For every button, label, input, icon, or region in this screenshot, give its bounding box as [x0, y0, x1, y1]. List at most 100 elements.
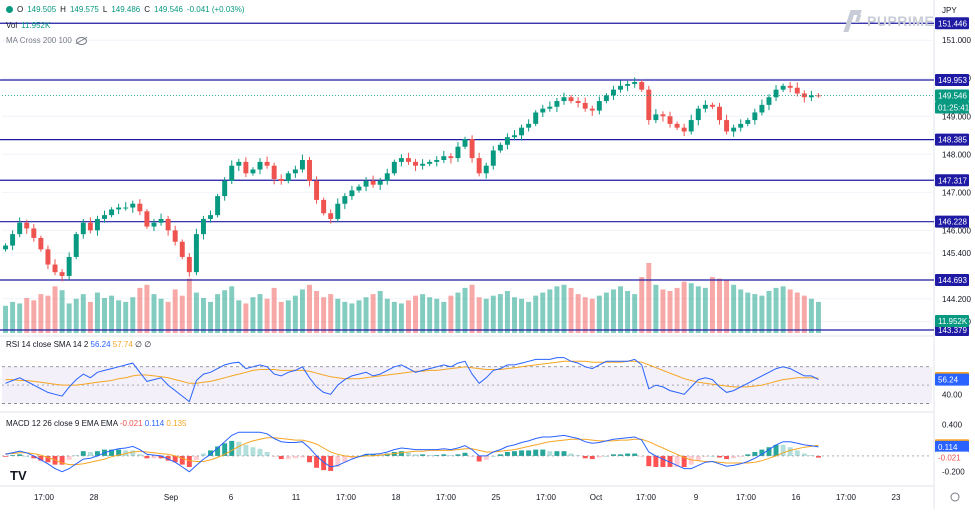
candle-body [547, 106, 553, 109]
candle-body [731, 127, 737, 132]
macd-histogram-bar [10, 455, 16, 456]
macd-histogram-bar [695, 455, 701, 461]
candles-layer[interactable] [2, 77, 934, 282]
ma-cross-label: MA Cross 200 100 [6, 36, 72, 45]
axes-layer[interactable]: 151.000150.000149.000148.000147.000146.0… [6, 17, 971, 502]
candle-body [639, 82, 645, 90]
macd-histogram-bar [151, 455, 157, 459]
candle-body [519, 127, 525, 136]
volume-bar [731, 284, 737, 333]
macd-histogram-bar [413, 454, 419, 456]
candle-body [243, 161, 249, 174]
macd-histogram-bar [547, 451, 553, 456]
volume-bar [709, 277, 715, 333]
volume-bar [504, 291, 510, 333]
time-tick-label: 6 [229, 493, 234, 502]
countdown-tag-bg [935, 101, 969, 114]
macd-histogram-bar [745, 454, 751, 456]
volume-bar [321, 297, 327, 333]
volume-bar [278, 301, 284, 333]
volume-bar [780, 286, 786, 333]
volume-bar [752, 294, 758, 333]
macd-histogram-bar [766, 447, 772, 456]
ohlc-legend: O 149.505 H 149.575 L 149.486 C 149.546 -0.0… [6, 5, 245, 14]
level-price-tag-text: 147.317 [938, 176, 967, 185]
macd-histogram-bar [31, 455, 37, 459]
countdown-tag-text: 01:25:41 [938, 104, 970, 113]
time-tick-label: 25 [492, 493, 501, 502]
volume-bar [490, 295, 496, 333]
candle-body [589, 108, 595, 111]
volume-bar [724, 280, 730, 333]
time-tick-label: 9 [694, 493, 699, 502]
macd-legend: MACD 12 26 close 9 EMA EMA -0.021 0.114 … [6, 419, 187, 428]
candle-body [137, 203, 143, 212]
volume-bar [243, 303, 249, 333]
volume-bar [73, 298, 79, 333]
level-price-tag: 151.446 [935, 17, 969, 30]
level-price-tag: 144.693 [935, 274, 969, 287]
macd-histogram-bar [66, 455, 72, 460]
level-price-tag: 147.317 [935, 174, 969, 187]
candle-body [172, 230, 178, 242]
candle-body [667, 116, 673, 124]
volume-bar [250, 297, 256, 333]
ohlc-h-value: 149.575 [69, 5, 99, 14]
volume-bar [3, 305, 9, 333]
vol-label: Vol [6, 21, 18, 30]
candle-body [787, 85, 793, 88]
brand-name: PUPRIME [867, 13, 935, 29]
level-price-tag: 149.953 [935, 74, 969, 87]
macd-layer[interactable] [2, 431, 932, 473]
ma-cross-legend[interactable]: MA Cross 200 100 [6, 36, 87, 45]
macd-histogram-bar [476, 455, 482, 462]
candle-body [625, 83, 631, 86]
volume-bar [116, 300, 122, 333]
hidden-eye-icon[interactable] [75, 36, 87, 45]
macd-histogram-bar [497, 454, 503, 456]
candle-body [512, 135, 517, 138]
macd-histogram-bar [589, 455, 595, 460]
volume-legend[interactable]: Vol 11.952K [6, 21, 50, 30]
rsi-legend-empty: ∅ ∅ [135, 340, 151, 349]
macd-histogram-bar [236, 441, 242, 456]
last-price-tag: 149.546 [935, 89, 969, 102]
rsi-sma-line [5, 360, 819, 388]
macd-histogram-bar [632, 453, 638, 456]
volume-bar [102, 298, 107, 333]
macd-histogram-bar [321, 455, 327, 471]
macd-hist-tag: -0.021 [935, 451, 969, 464]
rsi-band-layer [2, 366, 932, 404]
price-tick-label: 147.000 [942, 188, 971, 197]
macd-histogram-bar [314, 455, 320, 468]
macd-histogram-bar [307, 455, 312, 463]
volume-bar [413, 295, 419, 333]
volume-bar [52, 286, 58, 333]
candle-body [222, 180, 228, 197]
macd-histogram-bar [271, 455, 277, 457]
volume-bar [434, 298, 440, 333]
volume-bar [158, 298, 164, 333]
level-lines-layer[interactable] [0, 22, 934, 331]
macd-histogram-bar [144, 455, 150, 459]
currency-label[interactable]: JPY [942, 6, 957, 15]
macd-histogram-bar [193, 455, 199, 460]
volume-bar [165, 301, 171, 333]
candle-body [31, 228, 37, 238]
macd-histogram-bar [582, 455, 588, 459]
volume-bar [794, 292, 800, 333]
candle-body [695, 108, 701, 121]
candle-body [363, 180, 369, 187]
macd-histogram-bar [610, 454, 616, 456]
candle-body [165, 218, 171, 231]
candle-body [455, 146, 461, 159]
rsi-layer[interactable] [5, 357, 819, 403]
candle-body [151, 222, 157, 227]
candle-body [10, 234, 16, 246]
volume-bar [420, 294, 426, 333]
volume-bar [639, 277, 645, 333]
volume-bar [568, 287, 574, 333]
macd-histogram-bar [808, 455, 814, 456]
